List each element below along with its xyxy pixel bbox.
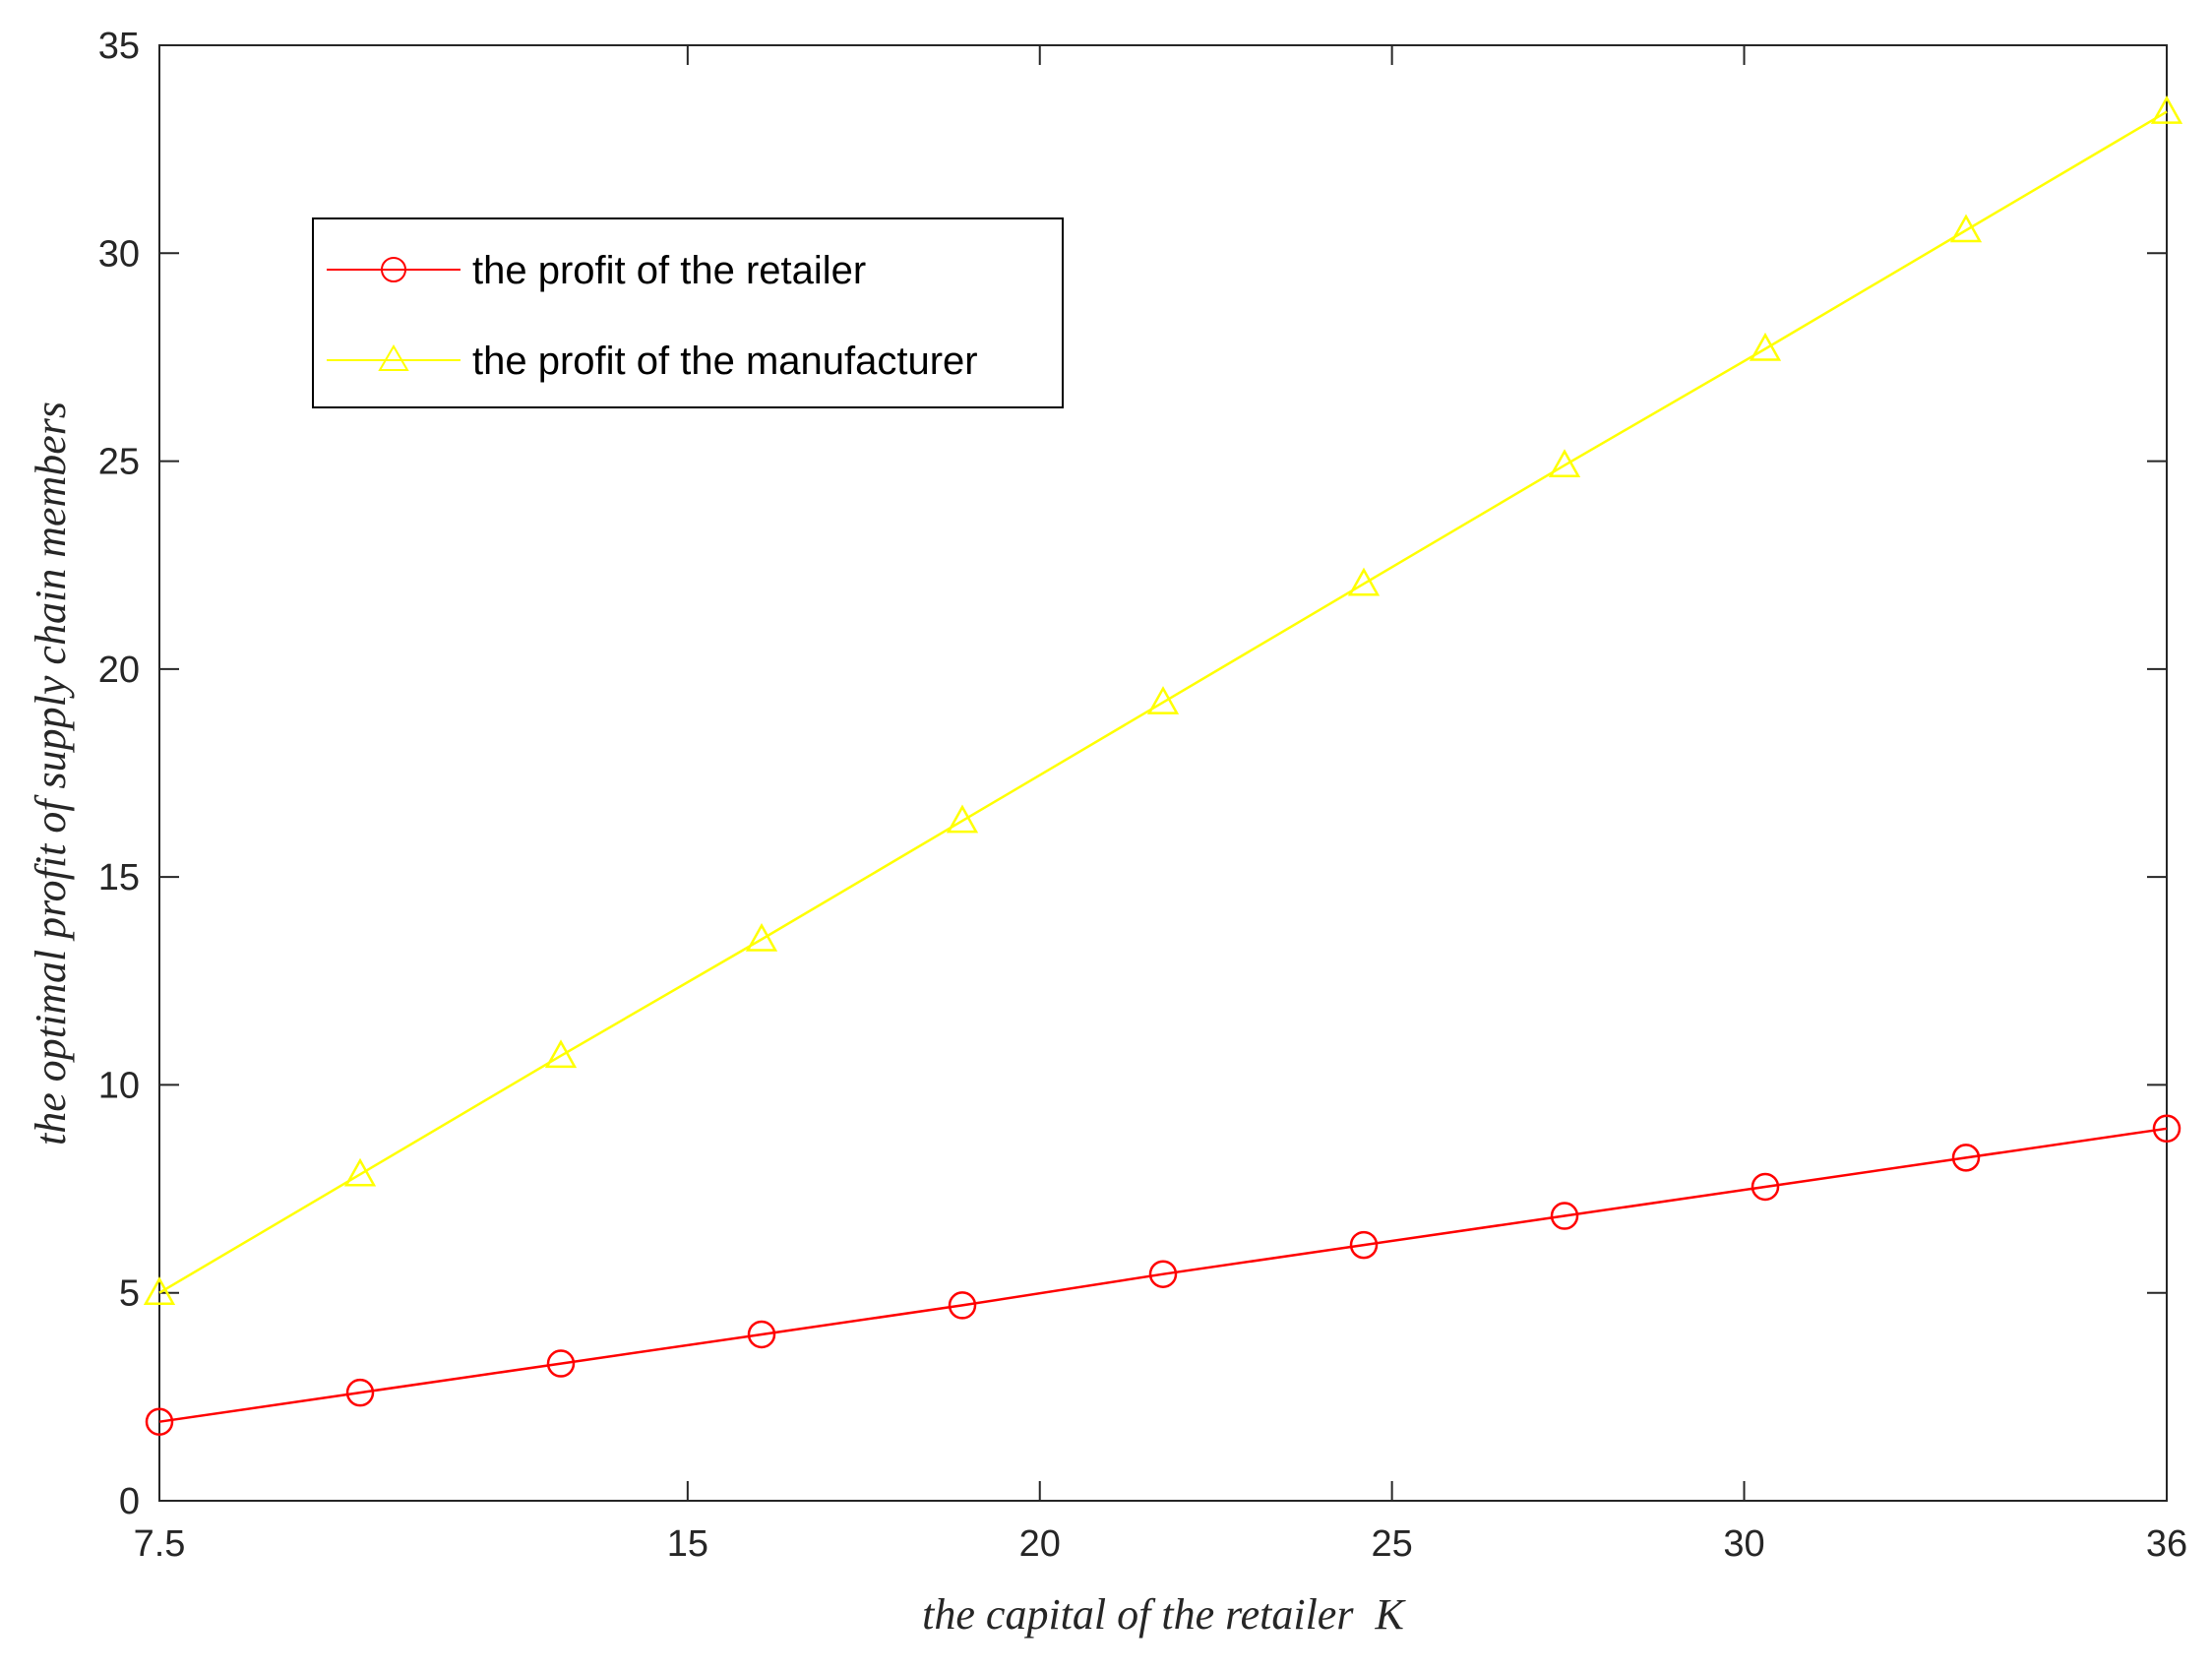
manufacturer-point (143, 1276, 176, 1305)
y-tick-label: 25 (98, 442, 140, 483)
manufacturer-point (946, 804, 979, 834)
x-tick-label: 7.5 (134, 1523, 186, 1565)
legend-label-retailer: the profit of the retailer (472, 249, 866, 292)
manufacturer-point (1347, 567, 1381, 596)
x-tick-label: 25 (1371, 1523, 1412, 1565)
y-tick-label: 5 (119, 1273, 140, 1315)
y-tick-label: 30 (98, 233, 140, 275)
legend-label-manufacturer: the profit of the manufacturer (472, 340, 978, 383)
retailer-point (2152, 1114, 2181, 1144)
manufacturer-point (1749, 332, 1782, 361)
retailer-point (1550, 1202, 1579, 1230)
manufacturer-point (1146, 686, 1180, 714)
x-tick-label: 36 (2146, 1523, 2187, 1565)
manufacturer-point (544, 1039, 578, 1069)
manufacturer-point (1949, 214, 1983, 243)
manufacturer-point (2150, 95, 2183, 124)
y-axis: 0 5 10 15 20 25 30 35 (98, 26, 2167, 1522)
retailer-point (1951, 1144, 1981, 1172)
series-layer (143, 95, 2183, 1436)
retailer-point (1751, 1172, 1780, 1202)
legend: the profit of the retailer the profit of… (312, 217, 1064, 408)
retailer-point (1349, 1230, 1379, 1260)
legend-box (312, 217, 1064, 408)
y-tick-label: 35 (98, 26, 140, 67)
y-tick-label: 0 (119, 1481, 140, 1522)
retailer-point (1148, 1260, 1178, 1288)
y-tick-label: 15 (98, 857, 140, 898)
retailer-point (345, 1378, 375, 1407)
x-axis-title: the capital of the retailer K (922, 1590, 1406, 1639)
manufacturer-point (745, 922, 778, 952)
y-tick-label: 10 (98, 1065, 140, 1106)
y-tick-label: 20 (98, 650, 140, 691)
retailer-point (546, 1349, 576, 1378)
legend-marker-manufacturer (378, 344, 409, 371)
x-tick-label: 15 (667, 1523, 708, 1565)
x-tick-label: 20 (1019, 1523, 1061, 1565)
x-tick-label: 30 (1723, 1523, 1764, 1565)
y-axis-title: the optimal profit of supply chain membe… (27, 402, 75, 1146)
retailer-point (948, 1291, 977, 1320)
series-line-1 (158, 110, 2168, 1294)
manufacturer-point (343, 1157, 377, 1187)
series-line-0 (158, 1127, 2168, 1423)
legend-marker-retailer (381, 257, 406, 282)
x-axis: 7.5 15 20 25 30 36 (134, 45, 2187, 1565)
manufacturer-point (1548, 449, 1581, 478)
retailer-point (145, 1407, 174, 1436)
retailer-point (747, 1320, 776, 1349)
